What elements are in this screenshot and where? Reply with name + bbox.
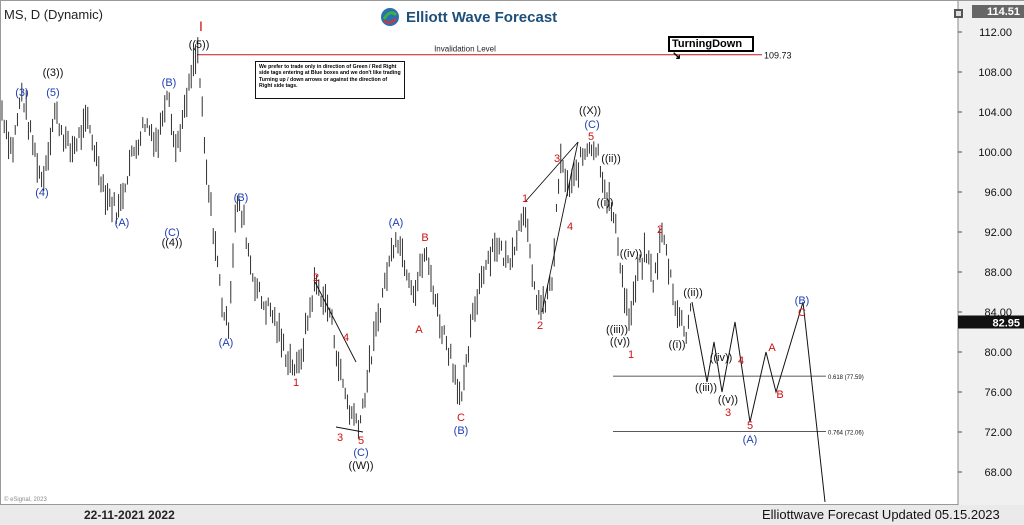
wave-label: ((4)): [162, 237, 183, 249]
brand-logo: Elliott Wave Forecast: [380, 6, 557, 28]
wave-label: 4: [343, 332, 349, 344]
wave-label: (B): [454, 425, 469, 437]
wave-label: ((iii)): [695, 382, 717, 394]
wave-label: ((W)): [348, 460, 373, 472]
last-price-tag: [958, 315, 1024, 329]
brand-globe-icon: [381, 8, 399, 26]
y-tick-label: 72.00: [984, 427, 1012, 439]
arrow-down-right-icon: ↘: [672, 50, 682, 62]
brand-name: Elliott Wave Forecast: [406, 8, 558, 26]
wave-label: (5): [46, 87, 59, 99]
wave-label: (B): [234, 192, 249, 204]
y-tick-label: 92.00: [984, 227, 1012, 239]
wave-label: (4): [35, 187, 48, 199]
fib-level-label: 0.764 (72.06): [828, 430, 864, 436]
wave-label: ((iii)): [606, 324, 628, 336]
date-marker: 22-11-2021 2022: [84, 508, 175, 522]
settings-square-icon[interactable]: [954, 9, 963, 18]
wave-label: ((5)): [189, 39, 210, 51]
wave-line: [524, 141, 579, 203]
wave-label: (C): [164, 227, 179, 239]
top-price-tag: [972, 5, 1024, 18]
turning-down-box: TurningDown ↘: [668, 36, 754, 62]
last-price-label: 82.95: [992, 318, 1020, 330]
y-tick-label: 104.00: [978, 107, 1012, 119]
projection-path: [691, 301, 826, 503]
wave-label: B: [776, 389, 783, 401]
wave-label: ((3)): [43, 67, 64, 79]
wave-label: 2: [657, 224, 663, 236]
wave-label: C: [457, 412, 465, 424]
invalidation-label: Invalidation Level: [434, 45, 496, 54]
price-axis-panel: [958, 1, 1024, 505]
y-tick-label: 88.00: [984, 267, 1012, 279]
y-tick-label: 68.00: [984, 467, 1012, 479]
wave-label: 3: [725, 407, 731, 419]
wave-label: 3: [554, 153, 560, 165]
fib-level-label: 0.618 (77.59): [828, 375, 864, 381]
wave-label: ((v)): [718, 394, 738, 406]
wave-label: 2: [313, 272, 319, 284]
wave-line: [335, 426, 364, 433]
invalidation-value: 109.73: [764, 51, 792, 61]
wave-label: 1: [628, 349, 634, 361]
wave-label: 5: [747, 420, 753, 432]
y-tick-label: 96.00: [984, 187, 1012, 199]
symbol-label: MS, D (Dynamic): [4, 7, 103, 22]
wave-label: (C): [353, 447, 368, 459]
wave-label: 2: [537, 320, 543, 332]
wave-label: (3): [15, 87, 28, 99]
wave-label: (C): [584, 119, 599, 131]
wave-label: ((v)): [610, 336, 630, 348]
esignal-credit: © eSignal, 2023: [4, 497, 47, 503]
wave-label: ((X)): [579, 105, 601, 117]
trading-note: We prefer to trade only in direction of …: [255, 61, 405, 99]
top-price-label: 114.51: [987, 6, 1020, 18]
wave-label: 5: [588, 131, 594, 143]
wave-label: 4: [738, 355, 744, 367]
wave-label: (B): [795, 295, 810, 307]
wave-label: A: [415, 324, 423, 336]
wave-label: ((i)): [668, 339, 685, 351]
wave-label: 1: [522, 193, 528, 205]
wave-label: (A): [743, 434, 758, 446]
wave-label: 1: [293, 377, 299, 389]
wave-label: 4: [567, 221, 573, 233]
wave-label: ((iv)): [710, 352, 733, 364]
wave-label: ((ii)): [601, 153, 621, 165]
wave-line: [541, 141, 579, 313]
turning-down-label: TurningDown: [672, 38, 743, 50]
wave-label: (A): [389, 217, 404, 229]
wave-label: ((i)): [596, 197, 613, 209]
wave-label: B: [421, 232, 428, 244]
y-tick-label: 108.00: [978, 67, 1012, 79]
wave-label: ((ii)): [683, 287, 703, 299]
wave-label: (B): [162, 77, 177, 89]
wave-label: I: [199, 18, 203, 34]
wave-label: C: [798, 307, 806, 319]
wave-label: 3: [337, 432, 343, 444]
wave-label: A: [768, 342, 776, 354]
y-tick-label: 76.00: [984, 387, 1012, 399]
wave-label: (A): [115, 217, 130, 229]
updated-text: Elliottwave Forecast Updated 05.15.2023: [762, 507, 1000, 522]
wave-label: ((iv)): [620, 248, 643, 260]
wave-label: 5: [358, 435, 364, 447]
y-tick-label: 112.00: [979, 27, 1012, 39]
wave-line: [314, 281, 357, 363]
wave-label: (A): [219, 337, 234, 349]
y-tick-label: 100.00: [978, 147, 1012, 159]
time-axis-strip: [0, 505, 1024, 525]
y-tick-label: 80.00: [984, 347, 1012, 359]
